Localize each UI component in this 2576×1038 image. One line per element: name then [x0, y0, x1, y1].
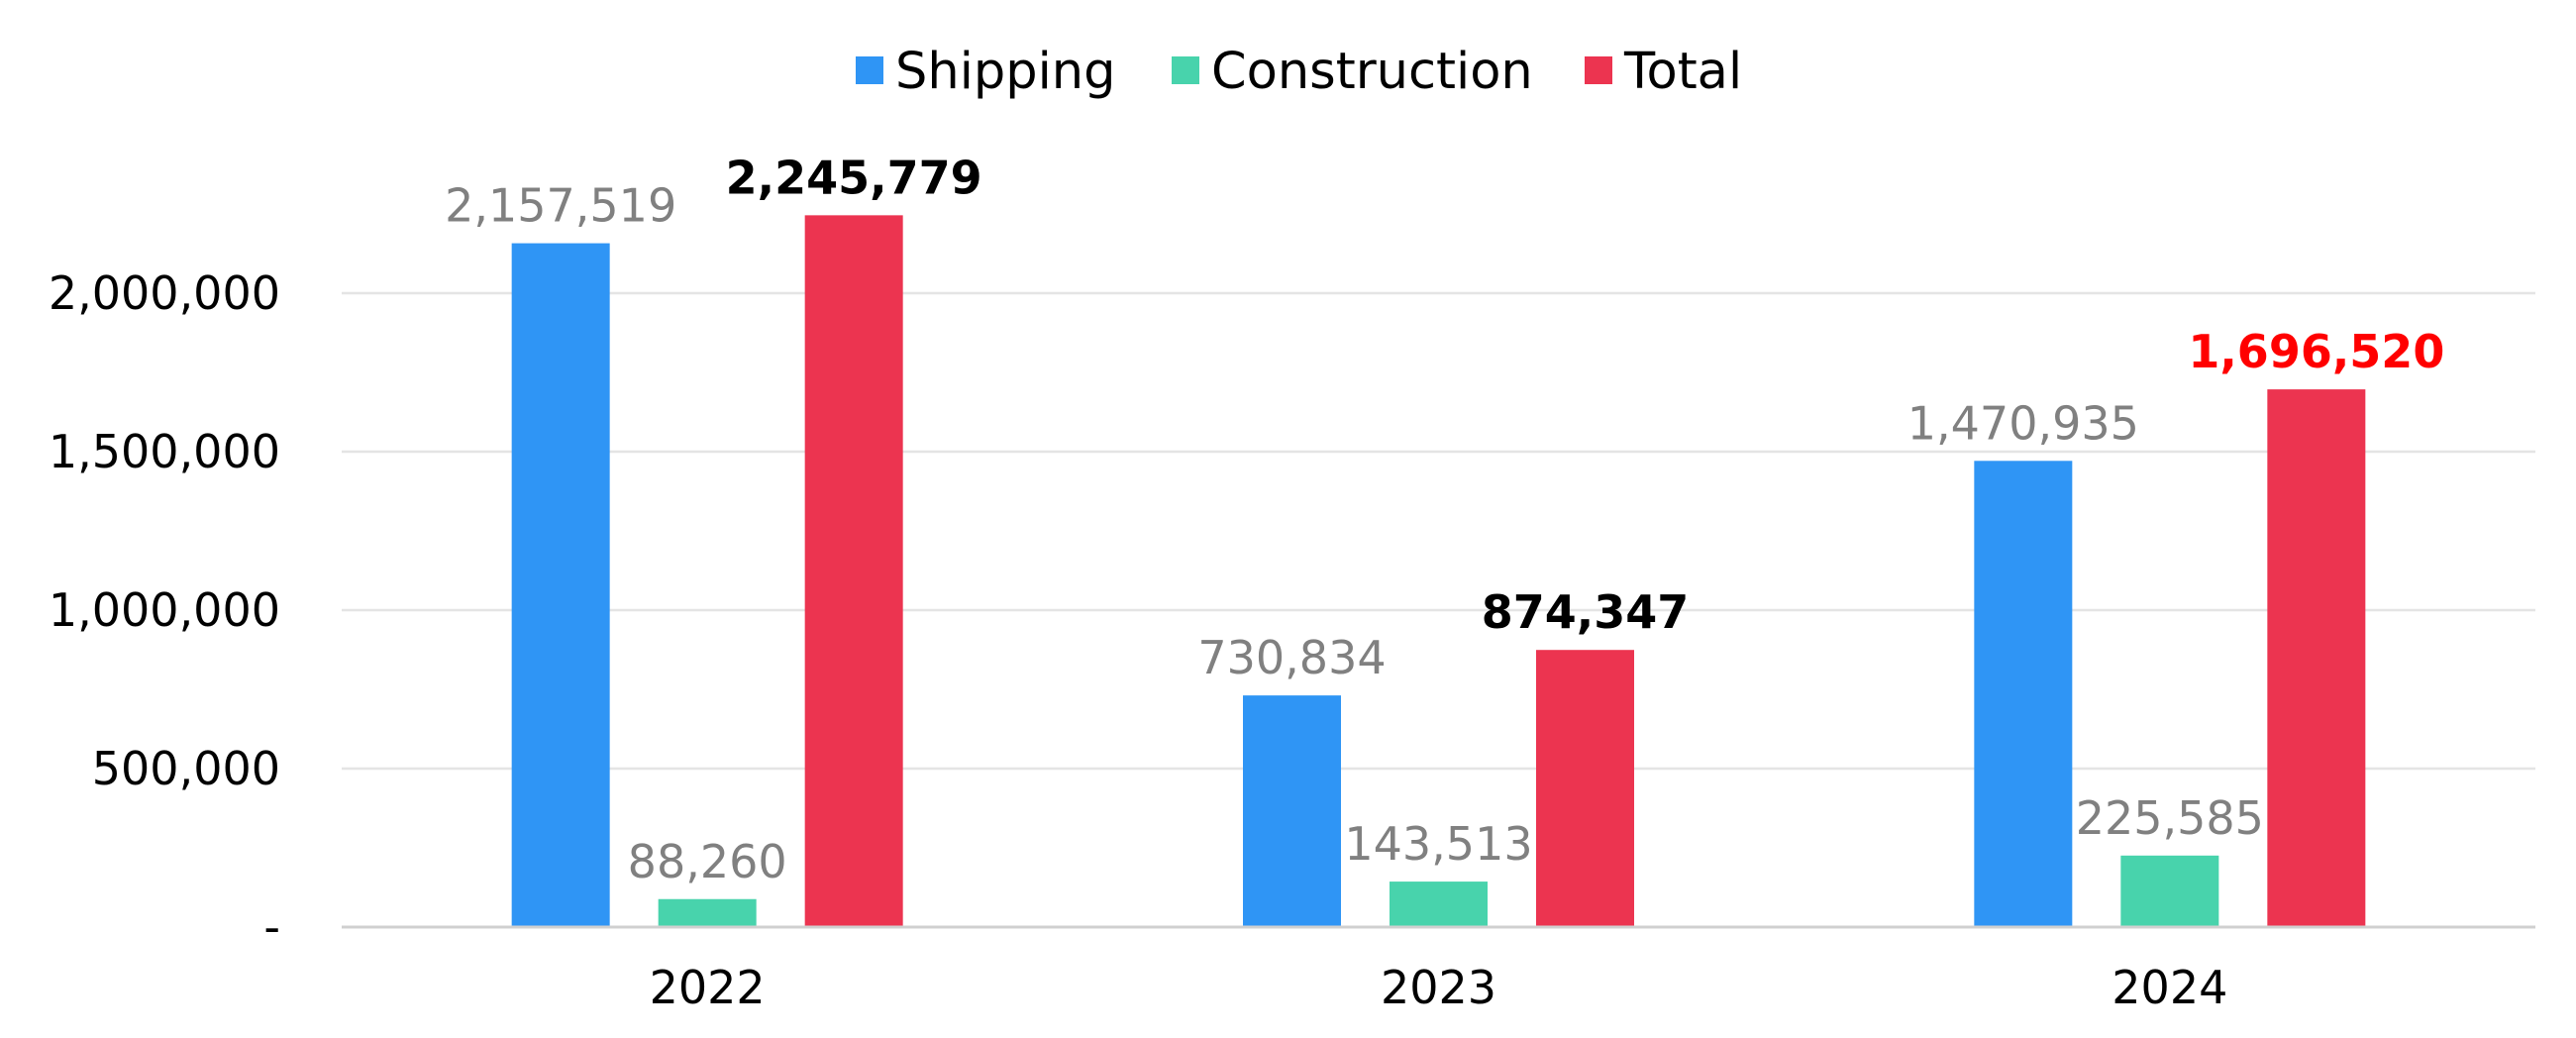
- axes: - 500,000 1,000,000 1,500,000 2,000,000 2022 2…: [49, 266, 2535, 1014]
- bar-total: [804, 215, 903, 928]
- data-label-total: 1,696,520: [2188, 325, 2444, 378]
- data-label-construction: 143,513: [1344, 817, 1532, 871]
- y-tick-label: 1,000,000: [49, 583, 280, 637]
- bar-total: [1536, 650, 1634, 927]
- legend: Shipping Construction Total: [856, 43, 1742, 101]
- y-tick-label: 500,000: [92, 742, 280, 795]
- data-label-shipping: 2,157,519: [445, 179, 676, 233]
- data-label-total: 2,245,779: [726, 151, 982, 204]
- bar-shipping: [1974, 461, 2073, 927]
- x-tick-label: 2022: [650, 961, 766, 1014]
- legend-label-total: Total: [1623, 43, 1742, 101]
- x-tick-label: 2024: [2112, 961, 2227, 1014]
- y-tick-label: -: [263, 900, 280, 954]
- bar-construction: [1390, 882, 1488, 927]
- bar-construction: [658, 898, 757, 927]
- data-labels: 2,157,519 88,260 2,245,779 730,834 143,513 87…: [445, 151, 2444, 887]
- data-label-construction: 225,585: [2076, 791, 2264, 845]
- legend-label-shipping: Shipping: [895, 43, 1115, 101]
- data-label-total: 874,347: [1482, 585, 1690, 639]
- legend-label-construction: Construction: [1211, 43, 1533, 101]
- legend-swatch-shipping: [856, 56, 883, 84]
- data-label-shipping: 730,834: [1197, 631, 1386, 684]
- y-tick-label: 2,000,000: [49, 266, 280, 320]
- y-tick-label: 1,500,000: [49, 425, 280, 478]
- bars: [511, 215, 2366, 928]
- bar-shipping: [1243, 695, 1341, 927]
- legend-swatch-total: [1585, 56, 1612, 84]
- legend-swatch-construction: [1172, 56, 1199, 84]
- bar-construction: [2120, 855, 2219, 927]
- data-label-construction: 88,260: [628, 835, 787, 888]
- gridlines: [342, 291, 2535, 771]
- data-label-shipping: 1,470,935: [1907, 396, 2139, 450]
- bar-shipping: [511, 243, 610, 927]
- bar-total: [2267, 389, 2366, 927]
- x-tick-label: 2023: [1381, 961, 1496, 1014]
